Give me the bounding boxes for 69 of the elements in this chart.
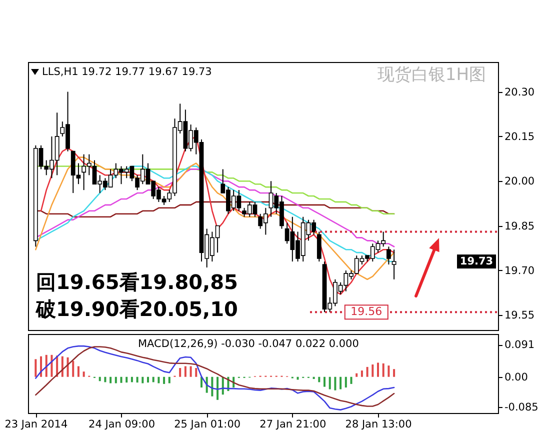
chart-title: MACD(12,26,9) -0.030 -0.047 0.022 0.000 — [138, 338, 359, 350]
x-tick-label: 25 Jan 01:00 — [174, 418, 241, 430]
bar — [388, 366, 390, 377]
bar — [328, 376, 331, 390]
bar — [82, 372, 85, 377]
bar — [66, 357, 69, 377]
bar — [98, 376, 101, 382]
bar — [344, 376, 347, 388]
bar — [126, 376, 128, 383]
y-tick-label: -0.085 — [504, 401, 538, 414]
ref-line-label: 19.56 — [350, 305, 382, 318]
bar — [334, 376, 336, 390]
chart-title: 现货白银1H图 — [377, 65, 486, 85]
y-tick-label: 19.55 — [504, 310, 535, 322]
bar — [377, 362, 379, 377]
bar — [200, 376, 202, 388]
bar — [393, 369, 396, 377]
bar — [61, 356, 64, 377]
candlestick — [392, 249, 396, 280]
bar — [136, 376, 138, 383]
bar — [216, 376, 219, 400]
x-tick-label: 28 Jan 13:00 — [345, 418, 412, 430]
annotation: 19.73 — [460, 256, 494, 268]
bar — [142, 376, 144, 384]
bar — [72, 360, 74, 377]
y-tick-label: 19.70 — [504, 264, 535, 277]
x-tick-label: 24 Jan 09:00 — [88, 418, 155, 430]
bar — [340, 376, 342, 390]
bar — [382, 363, 384, 377]
bar — [114, 376, 117, 384]
bar — [190, 366, 192, 377]
bar — [372, 364, 374, 377]
y-tick-label: 0.091 — [504, 339, 535, 352]
bar — [195, 368, 198, 377]
bar — [350, 376, 352, 384]
bar — [356, 373, 358, 377]
annotation: 回19.65看19.80,85 — [36, 270, 238, 294]
bar — [158, 376, 160, 384]
y-tick-label: 0.00 — [504, 371, 528, 384]
y-tick-label: 20.00 — [504, 176, 535, 188]
y-tick-label: 20.15 — [504, 130, 535, 143]
bar — [77, 366, 80, 377]
bar — [130, 376, 133, 382]
bar — [45, 354, 48, 377]
bar — [110, 376, 112, 384]
annotation: 破19.90看20.05,10 — [35, 297, 238, 321]
bar — [168, 376, 170, 384]
y-tick-label: 19.85 — [504, 220, 535, 232]
bar — [163, 376, 166, 384]
x-tick-label: 23 Jan 2014 — [4, 418, 68, 430]
y-tick-label: 20.30 — [504, 86, 535, 98]
candlestick — [386, 246, 391, 265]
bar — [147, 376, 149, 383]
bar — [366, 366, 368, 377]
bar — [318, 376, 320, 382]
bar — [34, 359, 37, 377]
bar — [104, 376, 106, 382]
candlestick — [316, 231, 322, 262]
bar — [40, 356, 42, 377]
bar — [211, 376, 214, 396]
bar — [50, 354, 53, 377]
bar — [324, 376, 326, 387]
bar — [120, 376, 122, 383]
bar — [152, 376, 154, 382]
bar — [179, 368, 182, 377]
bar — [360, 370, 363, 377]
x-tick-label: 27 Jan 21:00 — [260, 418, 326, 430]
bar — [184, 366, 186, 377]
chart-subtitle: LLS,H1 19.72 19.77 19.67 19.73 — [42, 66, 212, 78]
